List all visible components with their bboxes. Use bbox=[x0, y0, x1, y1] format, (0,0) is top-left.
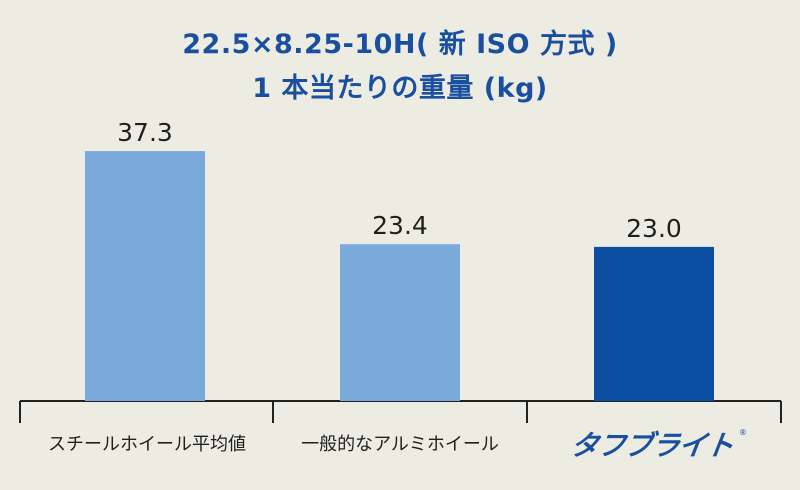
bar-1 bbox=[340, 244, 460, 401]
bar-value-label-2: 23.0 bbox=[626, 214, 682, 243]
chart-title-line-1: 22.5×8.25-10H( 新 ISO 方式 ) bbox=[182, 29, 618, 60]
bar-2 bbox=[594, 246, 714, 401]
category-label-steel-wheel: スチールホイール平均値 bbox=[48, 434, 246, 455]
tough-bright-logo: タフブライト ® bbox=[568, 424, 751, 464]
brand-logo-text: タフブライト bbox=[568, 429, 736, 462]
registered-mark: ® bbox=[739, 428, 747, 437]
category-label-aluminum-wheel: 一般的なアルミホイール bbox=[301, 434, 499, 455]
bar-value-label-0: 37.3 bbox=[117, 118, 173, 147]
chart-title-line-2: 1 本当たりの重量 (kg) bbox=[252, 73, 548, 104]
bar-0 bbox=[85, 151, 205, 401]
bar-value-label-1: 23.4 bbox=[372, 211, 428, 240]
